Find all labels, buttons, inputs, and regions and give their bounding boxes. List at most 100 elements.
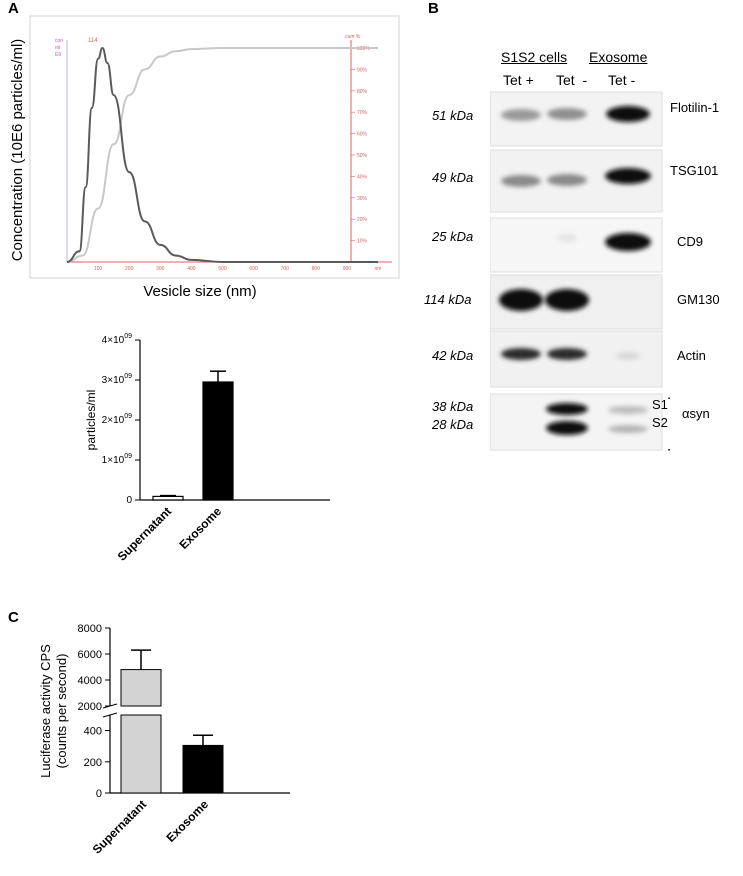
asyn-bracket — [667, 397, 670, 451]
blot-header-cells: S1S2 cells — [501, 49, 568, 65]
band-actin-lane2 — [547, 348, 587, 360]
right-tick-label: 20% — [357, 217, 368, 223]
kda-label-tsg101: 49 kDa — [432, 170, 474, 185]
x-tick-label: 700 — [281, 266, 290, 272]
y-tick-label: 0 — [126, 495, 132, 506]
band-flotilin-lane3 — [606, 106, 650, 122]
band-s2-lane2 — [546, 421, 588, 435]
western-blot — [490, 91, 670, 451]
y-tick-label: 400 — [84, 726, 102, 738]
protein-label-actin: Actin — [677, 348, 706, 363]
band-tsg101-lane3 — [605, 168, 651, 184]
right-tick-label: 50% — [357, 153, 368, 159]
y-tick-label: 4×1009 — [102, 333, 132, 346]
x-tick-label: nm — [375, 266, 382, 272]
band-s1-lane3 — [608, 406, 648, 414]
right-tick-label: 40% — [357, 174, 368, 180]
x-axis-label: Vesicle size (nm) — [143, 283, 256, 300]
right-axis-header: cum % — [345, 34, 361, 40]
protein-label-gm130: GM130 — [677, 292, 720, 307]
kda-label-actin: 42 kDa — [432, 348, 474, 363]
band-s2-lane3 — [608, 425, 648, 433]
band-s1-lane2 — [546, 403, 588, 415]
y-tick-label: 2000 — [78, 701, 102, 713]
kda-label-s2: 28 kDa — [432, 417, 474, 432]
x-tick-label: 100 — [94, 266, 103, 272]
x-tick-label: 500 — [218, 266, 227, 272]
bar-exosome — [182, 744, 224, 794]
x-tick-label: Supernatant — [115, 504, 174, 563]
panel-label-a: A — [8, 0, 19, 17]
x-tick-label: 200 — [125, 266, 134, 272]
protein-group-asyn: αsyn — [682, 406, 710, 421]
lane-label-2: Tet - — [556, 72, 588, 88]
x-tick-label: Exosome — [163, 797, 211, 845]
x-tick-label: Supernatant — [90, 797, 149, 856]
y-tick-label: 8000 — [78, 623, 102, 635]
plot-frame — [29, 15, 400, 279]
y-tick-label: 200 — [84, 757, 102, 769]
axis-break-mark-lower — [102, 712, 118, 718]
protein-label-s2: S2 — [652, 415, 668, 430]
right-tick-label: 60% — [357, 132, 368, 138]
kda-label-cd9: 25 kDa — [432, 229, 474, 244]
band-gm130-lane1 — [499, 289, 543, 311]
left-axis-header-2: ml — [55, 45, 60, 51]
y-tick-label: 0 — [96, 788, 102, 800]
y-axis-label: particles/ml — [84, 390, 98, 451]
band-tsg101-lane1 — [501, 175, 541, 187]
y-tick-label: 3×1009 — [102, 373, 132, 386]
y-axis-label-line2: (counts per second) — [54, 654, 69, 769]
concentration-curve — [66, 46, 378, 264]
right-tick-label: 80% — [357, 89, 368, 95]
x-tick-label: 400 — [187, 266, 196, 272]
blot-header-exosome: Exosome — [589, 49, 648, 65]
y-tick-label: 2×1009 — [102, 413, 132, 426]
band-cd9-lane2 — [557, 234, 577, 242]
x-tick-label: 900 — [343, 266, 352, 272]
band-flotilin-lane1 — [501, 109, 541, 121]
left-axis-header-1: con — [55, 38, 63, 44]
band-cd9-lane3 — [605, 233, 651, 251]
cumulative-curve — [66, 46, 378, 263]
peak-label: 114 — [88, 38, 98, 44]
right-tick-label: 90% — [357, 67, 368, 73]
bar-supernatant — [152, 495, 184, 501]
size-distribution-chart: 100 200 300 400 500 600 700 800 900 nm 10% 20% 30% 4… — [9, 15, 400, 300]
panel-label-c: C — [8, 609, 19, 626]
y-tick-label: 4000 — [78, 675, 102, 687]
particles-bar-chart: 0 1×1009 2×1009 3×1009 4×1009 Supernatant Exo… — [84, 333, 330, 564]
x-tick-label: 800 — [312, 266, 321, 272]
lane-label-3: Tet - — [608, 72, 636, 88]
y-axis-label-line1: Luciferase activity CPS — [38, 644, 53, 778]
right-tick-label: 70% — [357, 110, 368, 116]
protein-label-tsg101: TSG101 — [670, 163, 719, 178]
x-tick-label: Exosome — [176, 504, 224, 552]
band-actin-lane1 — [501, 348, 541, 360]
protein-label-s1: S1 — [652, 397, 668, 412]
band-tsg101-lane2 — [547, 174, 587, 186]
left-axis-header-3: E6 — [55, 52, 61, 58]
bar-upper-supernatant — [120, 669, 162, 707]
lane-label-1: Tet + — [503, 72, 534, 88]
kda-label-gm130: 114 kDa — [424, 292, 472, 307]
y-tick-label: 6000 — [78, 649, 102, 661]
band-gm130-lane2 — [545, 289, 589, 311]
panel-label-b: B — [428, 0, 439, 17]
band-actin-lane3 — [616, 352, 640, 360]
y-axis-label: Concentration (10E6 particles/ml) — [9, 39, 26, 262]
protein-label-cd9: CD9 — [677, 234, 704, 249]
x-tick-label: 300 — [156, 266, 165, 272]
protein-label-flotilin: Flotilin-1 — [670, 100, 720, 115]
luciferase-bar-chart: 0 200 400 2000 4000 6000 8000 Supernatant Exoso… — [38, 623, 290, 857]
right-tick-label: 30% — [357, 196, 368, 202]
y-tick-label: 1×1009 — [102, 453, 132, 466]
x-tick-label: 600 — [249, 266, 258, 272]
band-flotilin-lane2 — [547, 108, 587, 120]
bar-lower-supernatant — [120, 714, 162, 794]
right-tick-label: 10% — [357, 239, 368, 245]
blot-row-asyn — [490, 393, 663, 451]
kda-label-flotilin: 51 kDa — [432, 108, 474, 123]
kda-label-s1: 38 kDa — [432, 399, 474, 414]
bar-exosome — [202, 381, 234, 501]
